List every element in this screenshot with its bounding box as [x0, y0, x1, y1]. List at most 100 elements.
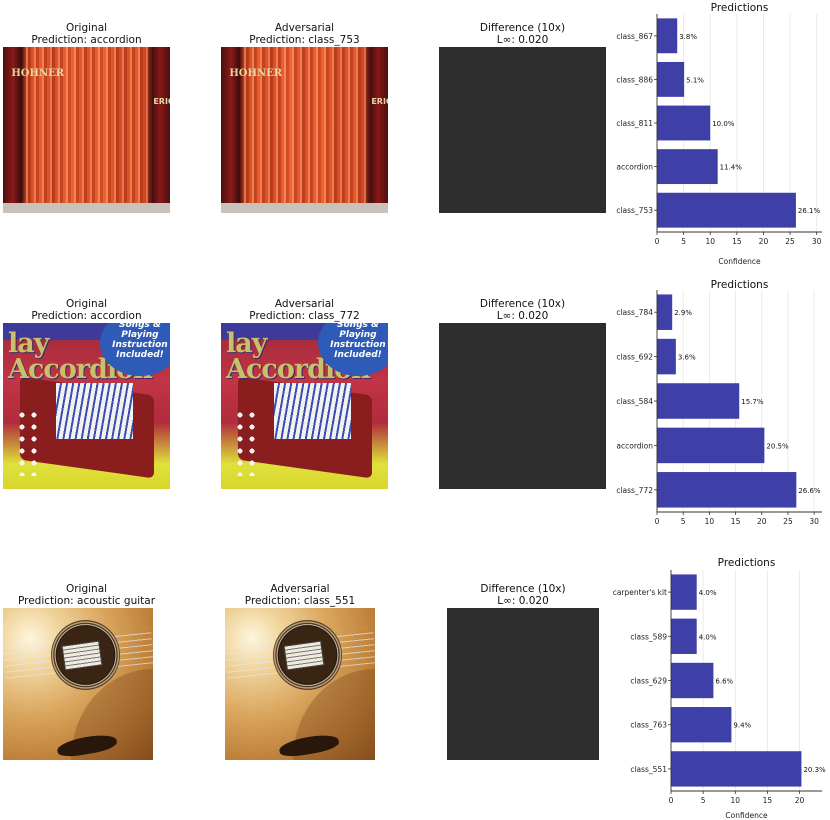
x-tick-label: 15 — [731, 517, 741, 526]
x-tick-label: 30 — [809, 517, 819, 526]
x-tick-label: 20 — [757, 517, 767, 526]
x-tick-label: 25 — [785, 237, 795, 246]
adversarial-title: Adversarial Prediction: class_753 — [221, 22, 388, 46]
brand-text-2: ERICA — [371, 96, 388, 106]
difference-image — [439, 47, 606, 213]
bar-value-label: 3.6% — [678, 354, 696, 362]
original-prediction: Prediction: accordion — [31, 34, 142, 46]
x-tick-label: 5 — [681, 517, 686, 526]
bar — [657, 105, 711, 141]
original-title: Original Prediction: accordion — [3, 298, 170, 322]
category-label: class_811 — [616, 119, 653, 128]
brand-text-2: ERICA — [153, 96, 170, 106]
bar — [671, 707, 732, 743]
difference-norm: L∞: 0.020 — [496, 310, 549, 322]
bar-value-label: 4.0% — [699, 589, 717, 597]
difference-image — [447, 608, 599, 760]
bar — [671, 662, 714, 699]
adversarial-image: HOHNER ERICA — [221, 47, 388, 213]
brand-text: HOHNER — [229, 67, 282, 80]
bar — [657, 427, 765, 464]
adversarial-title: Adversarial Prediction: class_551 — [225, 583, 375, 607]
chart-title: Predictions — [711, 279, 769, 291]
bar-value-label: 2.9% — [674, 309, 692, 317]
x-axis-label: Confidence — [718, 257, 761, 266]
chart-title: Predictions — [718, 557, 776, 569]
category-label: class_753 — [616, 206, 653, 215]
x-tick-label: 0 — [655, 517, 660, 526]
bar — [671, 574, 697, 610]
adversarial-prediction: Prediction: class_753 — [249, 34, 360, 46]
predictions-chart-1: Predictions 26.1% class_753 11.4% accordion 1… — [616, 2, 822, 266]
bar — [657, 338, 676, 375]
bar-value-label: 26.1% — [798, 207, 821, 215]
bar-value-label: 11.4% — [720, 164, 743, 172]
difference-title: Difference (10x) L∞: 0.020 — [439, 22, 606, 46]
bar-value-label: 26.6% — [798, 487, 821, 495]
difference-title: Difference (10x) L∞: 0.020 — [439, 298, 606, 322]
adversarial-image: lay Accordion Songs & Playing Instructio… — [221, 323, 388, 489]
bar-value-label: 10.0% — [712, 120, 735, 128]
difference-image — [439, 323, 606, 489]
category-label: class_772 — [616, 486, 653, 495]
brand-text: HOHNER — [11, 67, 64, 80]
bar — [671, 618, 697, 654]
x-tick-label: 25 — [783, 517, 793, 526]
bar-value-label: 5.1% — [686, 76, 704, 84]
original-title: Original Prediction: acoustic guitar — [3, 583, 170, 607]
original-image: HOHNER ERICA — [3, 47, 170, 213]
difference-norm: L∞: 0.020 — [497, 595, 549, 607]
bar-value-label: 6.6% — [715, 678, 733, 686]
adversarial-image — [225, 608, 375, 760]
x-tick-label: 15 — [763, 796, 773, 805]
x-tick-label: 20 — [759, 237, 769, 246]
original-prediction: Prediction: acoustic guitar — [17, 595, 156, 607]
row-3: Original Prediction: acoustic guitar Adv… — [0, 552, 830, 820]
x-tick-label: 0 — [669, 796, 674, 805]
category-label: carpenter's kit — [613, 588, 667, 597]
bar — [657, 192, 796, 228]
bar — [671, 751, 802, 787]
bar — [657, 61, 685, 97]
x-tick-label: 0 — [655, 237, 660, 246]
x-tick-label: 10 — [730, 796, 740, 805]
original-prediction: Prediction: accordion — [31, 310, 142, 322]
original-image — [3, 608, 153, 760]
category-label: class_784 — [616, 308, 653, 317]
x-tick-label: 10 — [705, 517, 715, 526]
category-label: class_692 — [616, 353, 653, 362]
x-axis-label: Confidence — [725, 811, 768, 820]
bar-value-label: 15.7% — [741, 398, 764, 406]
difference-norm: L∞: 0.020 — [496, 34, 549, 46]
bar — [657, 472, 797, 508]
bar-value-label: 20.5% — [766, 442, 789, 450]
category-label: accordion — [616, 163, 653, 172]
x-tick-label: 20 — [795, 796, 805, 805]
row-1: Original Prediction: accordion HOHNER ER… — [0, 0, 830, 275]
x-tick-label: 15 — [732, 237, 742, 246]
bar-value-label: 20.3% — [803, 766, 826, 774]
category-label: accordion — [616, 441, 653, 450]
difference-title: Difference (10x) L∞: 0.020 — [447, 583, 599, 607]
original-title: Original Prediction: accordion — [3, 22, 170, 46]
bar — [657, 294, 673, 330]
original-image: lay Accordion Songs & Playing Instructio… — [3, 323, 170, 489]
adversarial-title: Adversarial Prediction: class_772 — [221, 298, 388, 322]
category-label: class_867 — [616, 32, 653, 41]
x-tick-label: 5 — [701, 796, 706, 805]
category-label: class_763 — [630, 721, 667, 730]
x-tick-label: 30 — [812, 237, 822, 246]
adversarial-prediction: Prediction: class_772 — [249, 310, 360, 322]
cover-badge: Songs & Playing Instruction Included! — [99, 323, 170, 377]
adversarial-prediction: Prediction: class_551 — [244, 595, 356, 607]
bar-value-label: 3.8% — [679, 33, 697, 41]
predictions-chart-2: Predictions 26.6% class_772 20.5% accordion 1… — [616, 279, 822, 526]
bar — [657, 383, 740, 419]
bar-value-label: 9.4% — [733, 722, 751, 730]
x-tick-label: 10 — [705, 237, 715, 246]
category-label: class_629 — [630, 677, 667, 686]
predictions-chart-3: Predictions 20.3% class_551 9.4% class_763 6.… — [613, 557, 826, 820]
category-label: class_584 — [616, 397, 653, 406]
row-2: Original Prediction: accordion lay Accor… — [0, 276, 830, 551]
category-label: class_886 — [616, 75, 653, 84]
